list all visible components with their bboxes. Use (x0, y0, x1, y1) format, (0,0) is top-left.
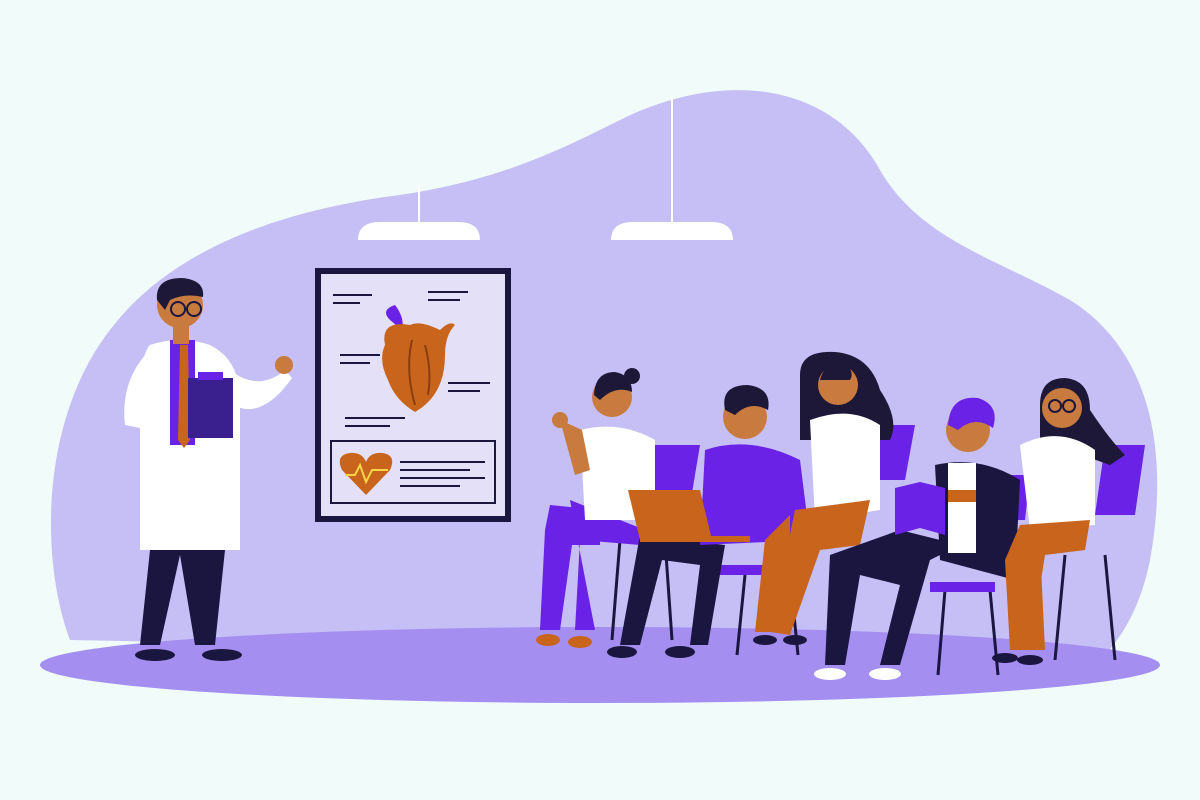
book-icon (895, 482, 945, 535)
floor (40, 627, 1160, 703)
student-with-glasses (992, 378, 1125, 665)
student-with-book (814, 397, 1020, 680)
anatomy-poster (315, 268, 511, 522)
doctor (124, 278, 293, 661)
heart-pulse-icon (339, 452, 393, 495)
poster-label-lines (333, 291, 490, 427)
ceiling-lamp-icon (358, 185, 480, 240)
heart-anatomy-icon (382, 305, 455, 412)
ceiling-lamp-icon (611, 95, 733, 240)
clipboard-icon (188, 372, 233, 438)
student-with-laptop (607, 385, 810, 658)
laptop-icon (628, 490, 750, 542)
student-long-hair (753, 351, 894, 645)
poster-text-lines (400, 461, 485, 487)
